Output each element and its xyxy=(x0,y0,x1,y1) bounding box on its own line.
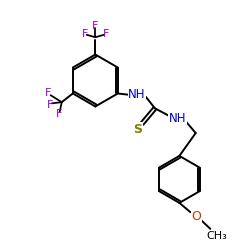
Text: F: F xyxy=(92,21,98,31)
Text: CH₃: CH₃ xyxy=(206,230,227,240)
Text: F: F xyxy=(102,28,109,38)
Text: F: F xyxy=(56,109,62,119)
Text: F: F xyxy=(45,88,51,99)
Text: F: F xyxy=(82,28,88,38)
Text: S: S xyxy=(133,122,142,136)
Text: O: O xyxy=(191,210,201,223)
Text: F: F xyxy=(47,100,53,110)
Text: NH: NH xyxy=(169,112,186,125)
Text: NH: NH xyxy=(128,88,146,101)
